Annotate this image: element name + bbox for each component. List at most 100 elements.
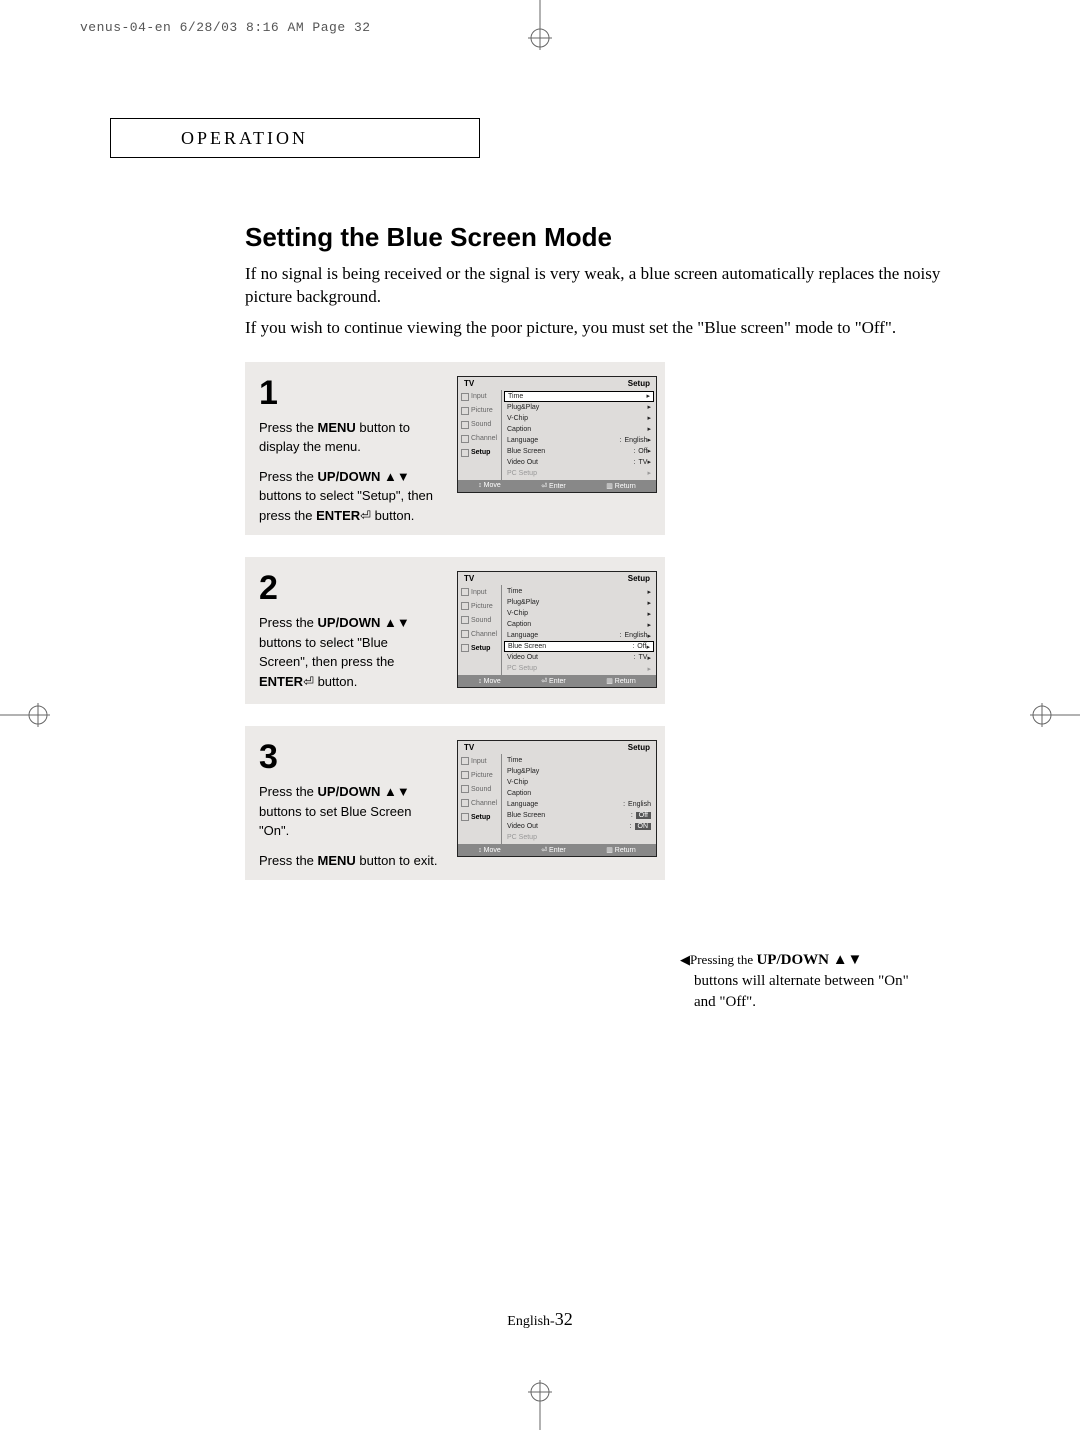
osd-side-label: Sound	[471, 617, 491, 624]
chevron-right-icon: ▸	[647, 665, 651, 673]
osd-row-value: Off	[638, 448, 647, 455]
osd-row-value: Off	[636, 812, 651, 819]
osd-row-label: Blue Screen	[508, 643, 629, 650]
step-instruction: Press the MENU button to display the men…	[259, 418, 439, 457]
chevron-right-icon: ▸	[647, 610, 651, 618]
chevron-right-icon: ▸	[647, 654, 651, 662]
step-number: 1	[259, 376, 439, 410]
osd-side-item: Sound	[458, 782, 501, 796]
osd-row-value: English	[625, 437, 648, 444]
osd-row: PC Setup▸	[504, 468, 654, 479]
osd-list: Time▸Plug&Play▸V-Chip▸Caption▸Language:E…	[502, 390, 656, 480]
osd-side-label: Sound	[471, 421, 491, 428]
osd-list: Time Plug&Play V-Chip Caption Language:Engli…	[502, 754, 656, 844]
osd-side-item: Input	[458, 754, 501, 768]
osd-side-icon	[461, 799, 469, 807]
osd-header: TVSetup	[458, 572, 656, 585]
osd-row-label: Plug&Play	[507, 599, 647, 606]
chevron-right-icon: ▸	[646, 392, 650, 400]
osd-row-value: TV	[639, 459, 648, 466]
osd-row: Caption	[504, 788, 654, 799]
osd-footer-item: ⏎ Enter	[541, 677, 566, 685]
osd-row-label: Plug&Play	[507, 768, 651, 775]
osd-side-label: Input	[471, 393, 487, 400]
osd-row: Language:English▸	[504, 630, 654, 641]
chevron-right-icon: ▸	[647, 425, 651, 433]
osd-side-item: Picture	[458, 599, 501, 613]
side-note: ◀Pressing the UP/DOWN ▲▼ buttons will al…	[680, 950, 930, 1013]
osd-screenshot: TVSetupInputPictureSoundChannelSetupTime…	[457, 376, 657, 493]
osd-header: TV Setup	[458, 377, 656, 390]
osd-row: Time	[504, 755, 654, 766]
section-box: OPERATION	[110, 118, 480, 158]
osd-side-label: Setup	[471, 814, 490, 821]
osd-side-icon	[461, 393, 469, 401]
crop-mark-bottom	[510, 1380, 570, 1430]
osd-row-value: Off	[637, 643, 646, 650]
osd-header-right: Setup	[628, 379, 650, 388]
intro-para-1: If no signal is being received or the si…	[245, 263, 955, 309]
osd-side-label: Channel	[471, 435, 497, 442]
osd-footer-item: ↕ Move	[478, 846, 501, 854]
osd-side-icon	[461, 435, 469, 443]
osd-header-left: TV	[464, 743, 474, 752]
osd-row: V-Chip▸	[504, 413, 654, 424]
osd-header-left: TV	[464, 379, 474, 388]
osd-footer-item: ↕ Move	[478, 482, 501, 490]
osd-header-right: Setup	[628, 743, 650, 752]
osd-row: Time▸	[504, 391, 654, 402]
osd-side-label: Picture	[471, 603, 493, 610]
osd-row: Language:English▸	[504, 435, 654, 446]
osd-screenshot: TV Setup Input PictureSound Channel Setup Time…	[457, 740, 657, 857]
osd-side-label: Channel	[471, 800, 497, 807]
step-text: 3Press the UP/DOWN ▲▼ buttons to set Blu…	[259, 740, 439, 880]
step-text: 1 Press the MENU button to display the me…	[259, 376, 439, 536]
osd-row: Blue Screen:Off	[504, 810, 654, 821]
osd-side-item: Setup	[458, 446, 501, 460]
step-text: 2Press the UP/DOWN ▲▼ buttons to select …	[259, 571, 439, 701]
osd-side-icon	[461, 588, 469, 596]
osd-row: V-Chip	[504, 777, 654, 788]
osd-side-item: Input	[458, 585, 501, 599]
chevron-right-icon: ▸	[647, 632, 651, 640]
osd-row-label: V-Chip	[507, 779, 651, 786]
chevron-right-icon: ▸	[647, 414, 651, 422]
osd-side-item: Picture	[458, 768, 501, 782]
chevron-right-icon: ▸	[647, 458, 651, 466]
chevron-right-icon: ▸	[647, 588, 651, 596]
osd-row-label: Language	[507, 437, 617, 444]
osd-row-label: Blue Screen	[507, 812, 628, 819]
osd-row-label: PC Setup	[507, 665, 647, 672]
content-area: Setting the Blue Screen Mode If no signa…	[245, 222, 955, 880]
osd-footer-item: ↕ Move	[478, 677, 501, 685]
osd-side-item: Channel	[458, 796, 501, 810]
osd-row-label: Caption	[507, 790, 651, 797]
crop-mark-top	[510, 0, 570, 50]
osd-row-label: Language	[507, 801, 620, 808]
osd-footer: ↕ Move⏎ Enter▥ Return	[458, 844, 656, 856]
intro-para-2: If you wish to continue viewing the poor…	[245, 317, 955, 340]
osd-row-label: Blue Screen	[507, 448, 630, 455]
osd-list: Time▸Plug&Play▸V-Chip▸Caption▸Language:E…	[502, 585, 656, 675]
osd-header-left: TV	[464, 574, 474, 583]
osd-row-label: Time	[507, 588, 647, 595]
osd-row: Plug&Play	[504, 766, 654, 777]
osd-row-label: Language	[507, 632, 617, 639]
osd-side-label: Channel	[471, 631, 497, 638]
osd-footer-item: ⏎ Enter	[541, 482, 566, 490]
osd-side-item: Sound	[458, 613, 501, 627]
osd-side-label: Input	[471, 758, 487, 765]
step-block-3: 3Press the UP/DOWN ▲▼ buttons to set Blu…	[245, 726, 665, 880]
osd-row-label: Caption	[507, 621, 647, 628]
osd-row-label: Plug&Play	[507, 404, 647, 411]
osd-row: Language:English	[504, 799, 654, 810]
osd-row-label: Video Out	[507, 654, 631, 661]
osd-row-label: PC Setup	[507, 834, 651, 841]
osd-row-value: English	[625, 632, 648, 639]
osd-side-icon	[461, 602, 469, 610]
step-block-1: 1 Press the MENU button to display the me…	[245, 362, 665, 536]
crop-mark-left	[0, 685, 50, 745]
osd-row: PC Setup	[504, 832, 654, 843]
osd-footer-item: ▥ Return	[606, 677, 636, 685]
osd-row-value: ON	[635, 823, 652, 830]
